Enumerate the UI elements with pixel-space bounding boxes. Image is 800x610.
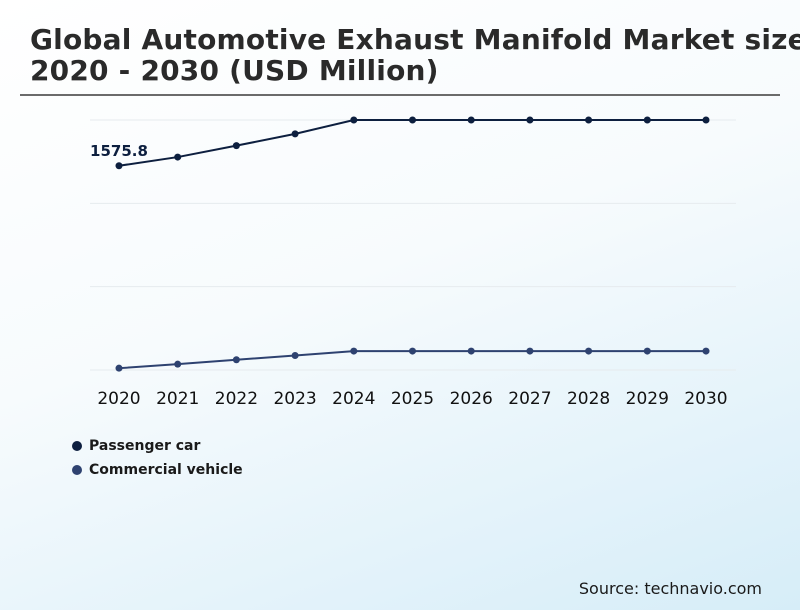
data-point [526,116,534,124]
x-tick-label: 2022 [215,389,258,409]
legend-item: Commercial vehicle [72,458,243,482]
data-point [702,116,710,124]
x-tick-label: 2025 [391,389,434,409]
data-point [232,142,240,150]
data-point [585,116,593,124]
data-point [409,116,416,124]
data-point [467,116,475,124]
x-tick-label: 2020 [97,389,140,409]
data-point [643,347,651,355]
legend-label: Commercial vehicle [89,462,243,478]
data-point [526,347,534,355]
data-point [585,347,593,355]
chart-title-line-1: Global Automotive Exhaust Manifold Marke… [30,23,800,56]
x-tick-label: 2023 [273,389,316,409]
gridlines [90,119,736,371]
chart-title: Global Automotive Exhaust Manifold Marke… [30,24,800,86]
data-point [115,364,123,372]
data-point [350,347,358,355]
x-tick-label: 2024 [332,389,375,409]
data-point [643,116,651,124]
legend-item: Passenger car [72,434,243,458]
data-point [702,347,710,355]
data-point [174,153,182,161]
data-point [174,360,182,368]
data-point [291,130,299,138]
x-axis-ticks: 2020 2021 2022 2023 2024 2025 2026 2027 2028 2029… [97,389,727,409]
data-point [232,356,240,364]
title-divider [20,94,780,96]
data-point [467,347,475,355]
legend-marker-icon [72,465,82,475]
x-tick-label: 2028 [567,389,610,409]
x-tick-label: 2021 [156,389,199,409]
chart-legend: Passenger car Commercial vehicle [72,434,243,482]
source-credit: Source: technavio.com [578,579,762,598]
legend-marker-icon [72,441,82,451]
data-label: 1575.8 [90,142,148,160]
series-line-0 [118,119,706,167]
x-tick-label: 2030 [684,389,727,409]
x-tick-label: 2029 [626,389,669,409]
series-layer [115,116,710,372]
x-tick-label: 2026 [450,389,493,409]
x-tick-label: 2027 [508,389,551,409]
chart-title-line-2: 2020 - 2030 (USD Million) [30,54,439,87]
data-point [350,116,358,124]
data-labels: 1575.8 [90,142,148,160]
data-point [291,351,299,359]
data-point [115,162,123,170]
legend-label: Passenger car [89,438,201,454]
data-point [409,347,416,355]
